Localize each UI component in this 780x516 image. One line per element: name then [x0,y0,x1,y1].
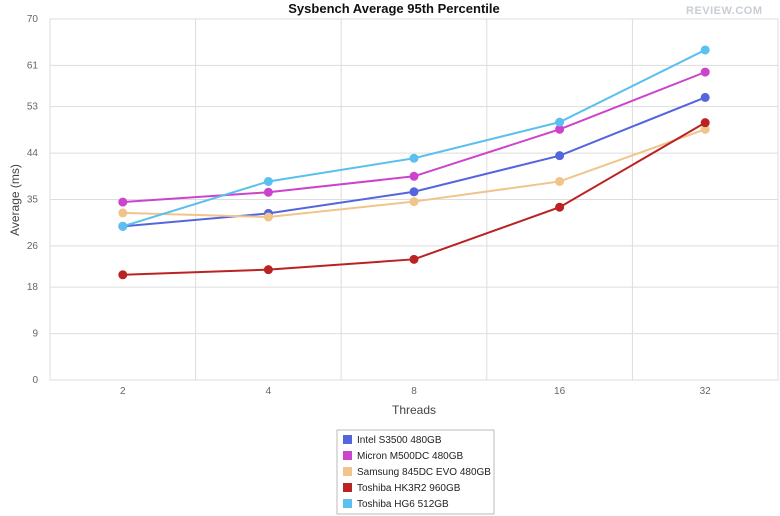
data-point [555,117,565,127]
data-point [409,197,419,207]
legend-entry: Intel S3500 480GB [357,435,442,446]
data-point [118,197,128,207]
series-lines [118,45,710,280]
data-point [700,67,710,77]
grid-lines [50,18,778,381]
data-point [555,124,565,134]
y-tick-label: 53 [27,102,39,113]
y-tick-label: 18 [27,282,39,293]
legend-entry: Micron M500DC 480GB [357,451,463,462]
data-point [118,208,128,218]
data-point [555,202,565,212]
legend-swatch [343,467,352,476]
x-axis-label: Threads [392,403,436,417]
x-tick-label: 4 [266,386,272,397]
legend-entry: Samsung 845DC EVO 480GB [357,467,491,478]
y-tick-label: 26 [27,241,39,252]
data-point [700,45,710,55]
data-point [409,187,419,197]
series-group [118,124,710,222]
y-tick-label: 35 [27,195,39,206]
x-tick-labels: 2 4 8 16 32 [120,386,711,397]
data-point [409,153,419,163]
data-point [555,176,565,186]
y-tick-label: 0 [32,375,38,386]
data-point [263,187,273,197]
y-tick-labels: 0 9 18 26 35 44 53 61 70 [27,14,39,386]
series-group [118,118,710,280]
data-point [118,270,128,280]
data-point [118,221,128,231]
x-tick-label: 16 [554,386,566,397]
y-tick-label: 70 [27,14,39,25]
x-tick-label: 8 [411,386,417,397]
data-point [409,254,419,264]
legend-box [336,429,495,515]
legend-entry: Toshiba HK3R2 960GB [357,483,461,494]
legend-swatch [343,499,352,508]
x-tick-label: 32 [700,386,712,397]
y-tick-label: 44 [27,148,39,159]
y-tick-label: 61 [27,60,39,71]
review-logo: REVIEW.COM [686,5,763,17]
x-tick-label: 2 [120,386,126,397]
data-point [263,265,273,275]
data-point [263,212,273,222]
data-point [263,176,273,186]
data-point [700,124,710,134]
y-tick-label: 9 [32,329,38,340]
chart-title: Sysbench Average 95th Percentile [288,1,499,16]
series-group [118,45,710,231]
data-point [700,92,710,102]
data-point [409,171,419,181]
data-point [700,118,710,128]
data-point [555,151,565,161]
legend-swatch [343,483,352,492]
legend: Intel S3500 480GB Micron M500DC 480GB Sams… [336,429,495,515]
legend-swatch [343,435,352,444]
legend-entry: Toshiba HG6 512GB [357,499,449,510]
y-axis-label: Average (ms) [8,164,22,236]
legend-swatch [343,451,352,460]
